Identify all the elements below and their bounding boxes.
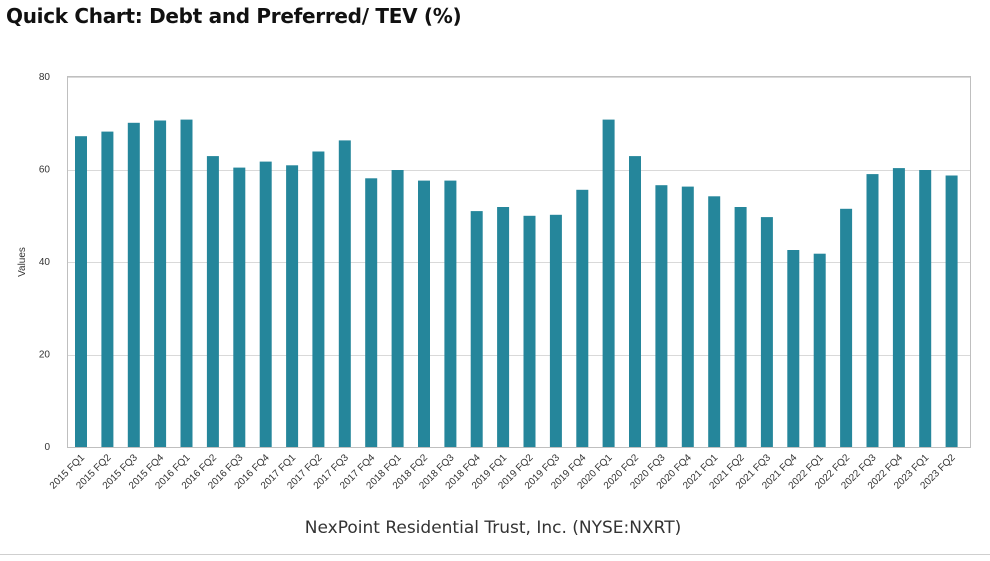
bar: [602, 119, 615, 447]
chart-title: Quick Chart: Debt and Preferred/ TEV (%): [6, 4, 462, 28]
bar: [312, 151, 325, 447]
bar: [840, 208, 853, 447]
bar: [708, 196, 721, 447]
bar: [892, 168, 905, 447]
bar: [286, 165, 299, 448]
bar: [866, 174, 879, 447]
bar: [206, 156, 219, 447]
bar: [338, 140, 351, 447]
bottom-divider: [0, 554, 990, 555]
y-tick-label: 20: [39, 350, 51, 361]
bar: [681, 186, 694, 447]
y-axis-label: Values: [17, 247, 28, 277]
bar: [576, 189, 589, 448]
bar: [549, 214, 562, 447]
gridlines: [67, 77, 970, 448]
y-tick-label: 0: [44, 442, 50, 453]
bar: [813, 253, 826, 447]
bar: [444, 180, 457, 447]
bar: [127, 122, 140, 448]
bar: [101, 131, 114, 447]
y-axis-ticks: 0 20 40 60 80: [39, 72, 51, 453]
plot-area-frame: [67, 76, 971, 448]
bar: [523, 215, 536, 448]
bar: [919, 170, 932, 447]
bar: [629, 156, 641, 447]
y-tick-label: 40: [39, 257, 51, 268]
bar: [470, 211, 483, 447]
bar: [365, 178, 378, 448]
bar: [497, 207, 510, 447]
bar: [945, 175, 958, 447]
y-tick-label: 60: [39, 165, 51, 176]
x-axis-label: NexPoint Residential Trust, Inc. (NYSE:N…: [305, 518, 681, 538]
bar: [418, 180, 430, 447]
bar: [760, 217, 773, 447]
bar: [75, 136, 87, 447]
y-tick-label: 80: [39, 72, 51, 83]
bar: [180, 119, 193, 447]
bar: [787, 250, 800, 447]
bar: [391, 170, 404, 447]
bar: [655, 185, 668, 447]
bars: [75, 119, 958, 448]
bar: [259, 161, 272, 447]
bar: [154, 120, 167, 447]
bar: [233, 167, 246, 447]
bar: [734, 207, 747, 447]
